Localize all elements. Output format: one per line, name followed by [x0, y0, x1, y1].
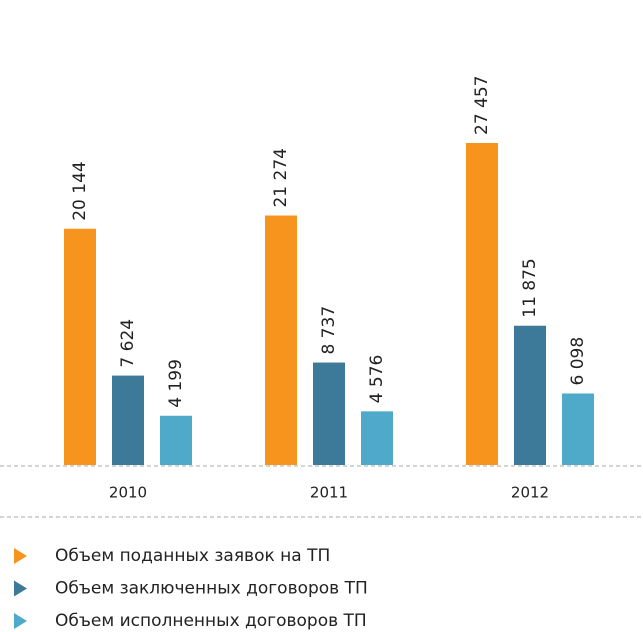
- value-label: 11 875: [520, 258, 540, 317]
- value-label: 4 199: [166, 359, 186, 408]
- bar: [562, 393, 594, 465]
- value-label: 6 098: [568, 337, 588, 386]
- x-tick-label: 2010: [109, 484, 147, 502]
- bar: [361, 411, 393, 465]
- value-label: 21 274: [271, 148, 291, 207]
- legend-marker: [14, 580, 27, 597]
- bar: [160, 415, 192, 465]
- value-label: 8 737: [319, 306, 339, 355]
- legend-label: Объем заключенных договоров ТП: [55, 579, 368, 599]
- value-label: 4 576: [367, 355, 387, 404]
- value-label: 7 624: [118, 319, 138, 368]
- legend-label: Объем поданных заявок на ТП: [55, 546, 330, 566]
- bar: [466, 143, 498, 465]
- value-label: 20 144: [70, 161, 90, 220]
- value-label: 27 457: [472, 76, 492, 135]
- bar: [112, 375, 144, 465]
- x-tick-label: 2011: [310, 484, 348, 502]
- legend-marker: [14, 548, 27, 564]
- bar: [265, 215, 297, 465]
- legend-marker: [14, 613, 27, 629]
- bar: [313, 362, 345, 465]
- bar: [64, 228, 96, 465]
- legend-label: Объем исполненных договоров ТП: [55, 611, 367, 631]
- x-tick-label: 2012: [511, 484, 549, 502]
- bar: [514, 325, 546, 465]
